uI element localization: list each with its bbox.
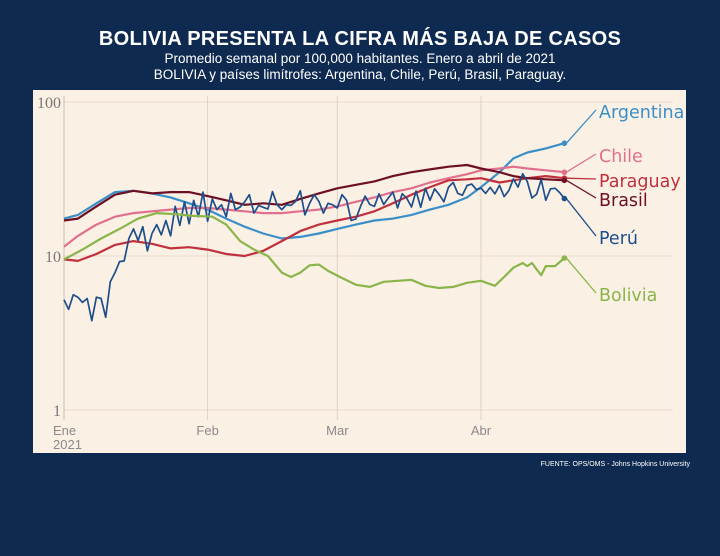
series-end-marker-chile xyxy=(561,169,568,176)
series-leader-bolivia xyxy=(565,257,597,294)
series-leader-brasil xyxy=(566,179,597,199)
y-tick-label-100: 100 xyxy=(37,95,61,112)
series-label-chile: Chile xyxy=(599,147,643,167)
chart-panel: 1 10 100 Ene 2021 Feb Mar Abr Argentina Chile Para… xyxy=(33,90,686,453)
series-end-marker-bolivia xyxy=(561,255,568,261)
series-leader-paraguay xyxy=(566,177,597,180)
series-end-marker-argentina xyxy=(561,140,568,147)
series-line-peru xyxy=(63,172,566,322)
x-tick-label-abr: Abr xyxy=(471,423,492,438)
chart-subtitle-2: BOLIVIA y países limítrofes: Argentina, … xyxy=(153,67,567,82)
y-tick-label-1: 1 xyxy=(53,403,61,420)
x-tick-label-ene: Ene 2021 xyxy=(53,423,82,452)
y-tick-label-10: 10 xyxy=(45,249,61,266)
series-line-brasil xyxy=(63,163,565,222)
series-line-bolivia xyxy=(63,211,566,290)
series-leader-argentina xyxy=(565,109,597,144)
line-chart: 1 10 100 Ene 2021 Feb Mar Abr Argentina Chile Para… xyxy=(37,95,684,452)
series-label-peru: Perú xyxy=(599,229,638,249)
series-leader-chile xyxy=(566,153,597,173)
series-end-marker-peru xyxy=(561,195,568,202)
chart-subtitle-1: Promedio semanal por 100,000 habitantes.… xyxy=(164,51,556,66)
series-label-paraguay: Paraguay xyxy=(599,172,681,192)
series-end-marker-brasil xyxy=(561,177,568,184)
series-label-argentina: Argentina xyxy=(599,103,684,123)
series-label-bolivia: Bolivia xyxy=(599,286,657,306)
series-label-brasil: Brasil xyxy=(599,191,648,211)
series-leader-peru xyxy=(565,198,597,237)
x-tick-label-mar: Mar xyxy=(326,423,349,438)
x-tick-label-feb: Feb xyxy=(196,423,218,438)
source-note: FUENTE: OPS/OMS - Johns Hopkins Universi… xyxy=(540,461,690,468)
chart-title: BOLIVIA PRESENTA LA CIFRA MÁS BAJA DE CA… xyxy=(98,28,622,50)
